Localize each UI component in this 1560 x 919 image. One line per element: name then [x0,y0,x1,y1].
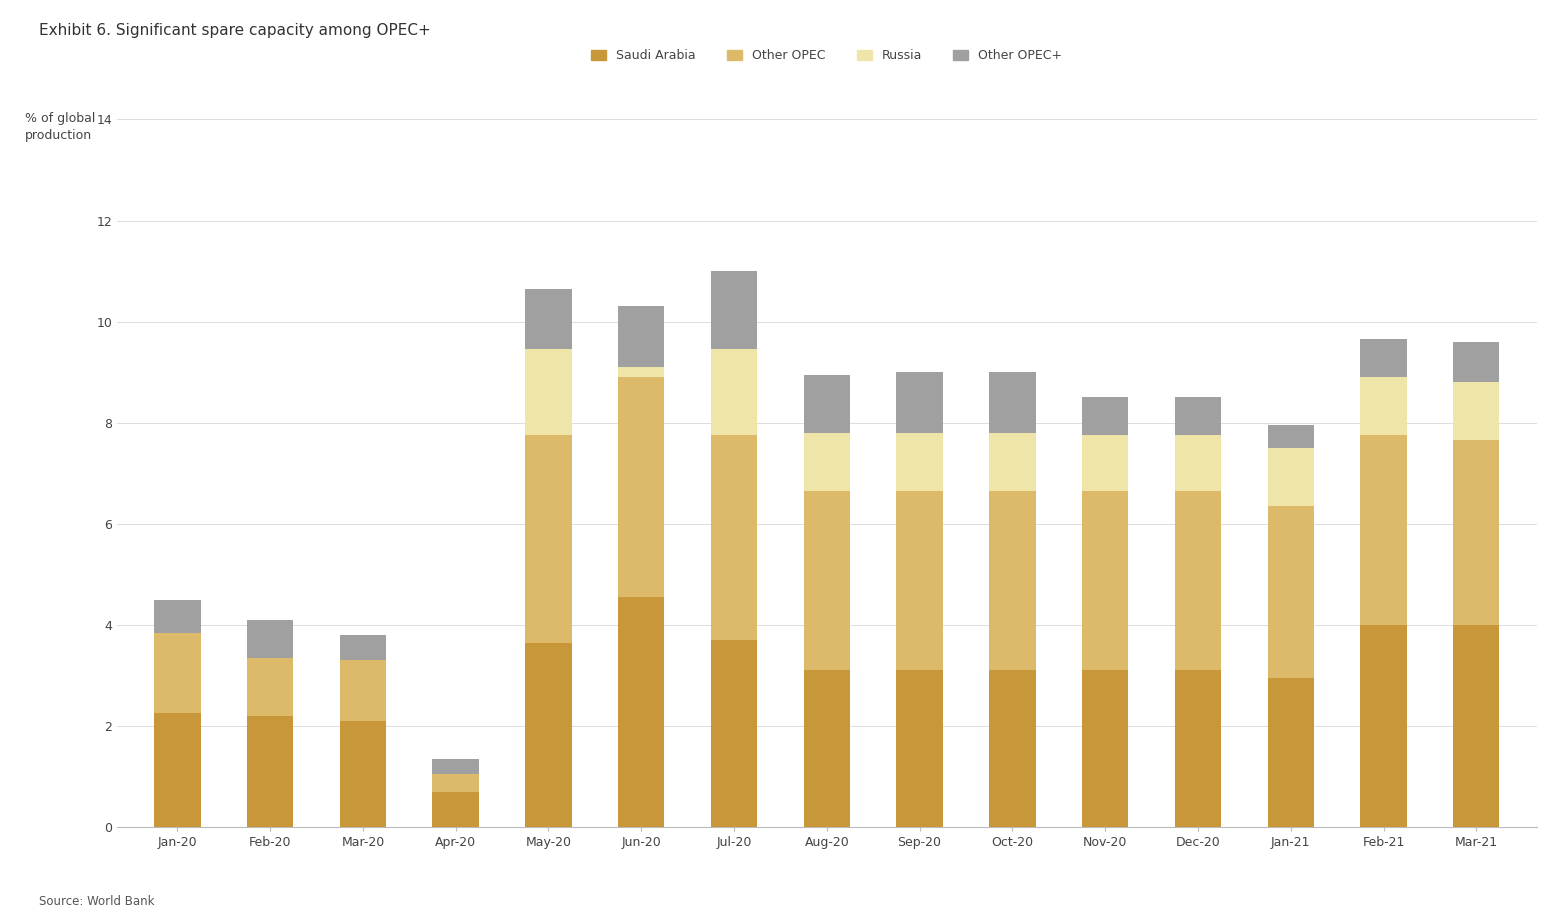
Bar [432,759,479,774]
Bar [1452,440,1499,625]
Bar [618,597,665,827]
Bar [803,433,850,491]
Bar [246,620,293,658]
Bar [1360,339,1407,378]
Bar [1452,382,1499,440]
Bar [618,378,665,597]
Bar [897,491,942,671]
Bar [246,716,293,827]
Bar [803,671,850,827]
Bar [989,372,1036,433]
Bar [340,635,385,660]
Bar [803,375,850,433]
Bar [1268,448,1314,506]
Text: Exhibit 6. Significant spare capacity among OPEC+: Exhibit 6. Significant spare capacity am… [39,23,431,38]
Bar [989,491,1036,671]
Bar [618,307,665,368]
Bar [526,349,571,436]
Bar [1175,398,1221,436]
Bar [1360,436,1407,625]
Bar [989,671,1036,827]
Bar [246,658,293,716]
Bar [526,436,571,642]
Bar [1268,425,1314,448]
Bar [1083,671,1128,827]
Bar [711,641,757,827]
Bar [340,660,385,720]
Bar [1175,491,1221,671]
Bar [711,349,757,436]
Bar [711,436,757,641]
Bar [1083,398,1128,436]
Bar [526,642,571,827]
Bar [432,792,479,827]
Bar [1268,678,1314,827]
Bar [1452,342,1499,382]
Bar [1360,378,1407,436]
Bar [1360,625,1407,827]
Bar [340,720,385,827]
Bar [154,632,201,713]
Bar [897,372,942,433]
Bar [526,289,571,349]
Bar [989,433,1036,491]
Bar [432,774,479,792]
Bar [897,433,942,491]
Bar [1175,671,1221,827]
Text: Source: World Bank: Source: World Bank [39,895,154,908]
Bar [897,671,942,827]
Text: % of global
production: % of global production [25,112,95,142]
Bar [711,271,757,349]
Bar [1268,506,1314,678]
Bar [1083,491,1128,671]
Bar [1175,436,1221,491]
Bar [1083,436,1128,491]
Bar [618,368,665,378]
Bar [154,713,201,827]
Bar [803,491,850,671]
Legend: Saudi Arabia, Other OPEC, Russia, Other OPEC+: Saudi Arabia, Other OPEC, Russia, Other … [587,44,1067,67]
Bar [154,600,201,632]
Bar [1452,625,1499,827]
